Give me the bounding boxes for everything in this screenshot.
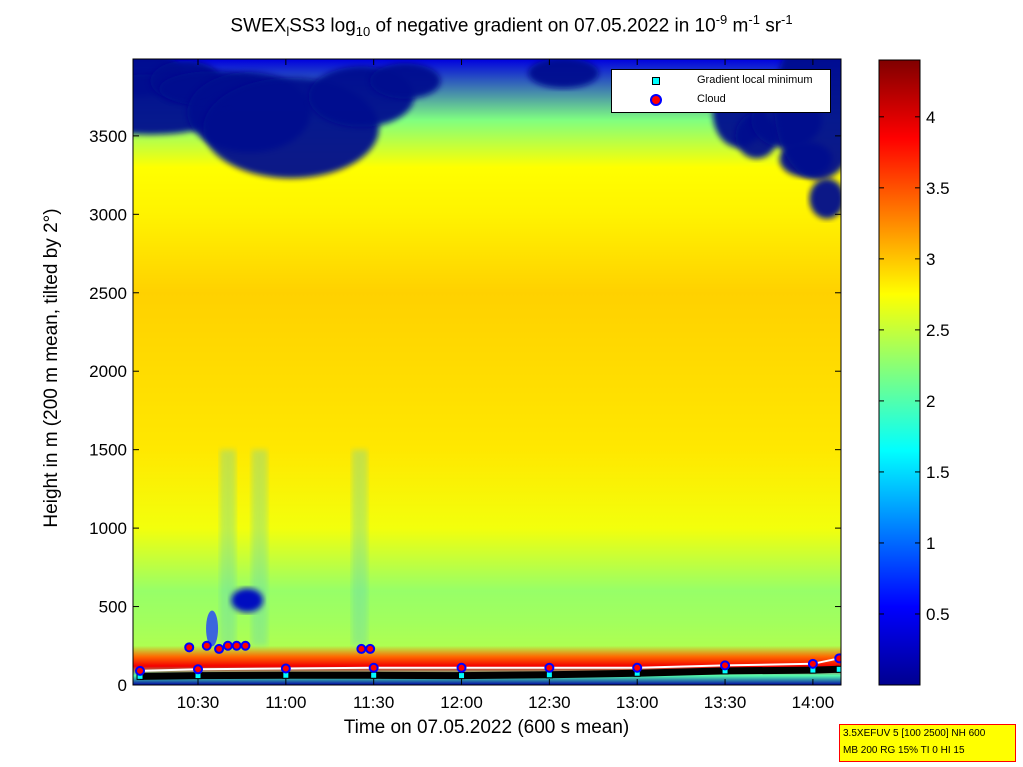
colorbar-tick-label: 3 bbox=[926, 250, 935, 269]
low-value-region bbox=[528, 59, 599, 89]
y-tick-label: 0 bbox=[118, 676, 127, 695]
cloud-point bbox=[632, 662, 643, 673]
y-tick-label: 2000 bbox=[89, 362, 127, 381]
cloud-point bbox=[807, 658, 818, 669]
y-axis-label: Height in m (200 m mean, tilted by 2°) bbox=[41, 208, 62, 528]
info-line: 3.5XEFUV 5 [100 2500] NH 600 bbox=[843, 728, 986, 739]
cyan-streak bbox=[219, 449, 236, 646]
cloud-point bbox=[834, 653, 841, 664]
x-tick-label: 11:30 bbox=[353, 693, 394, 712]
y-tick-label: 1000 bbox=[89, 519, 127, 538]
series-layer bbox=[135, 640, 841, 680]
cloud-point bbox=[368, 662, 379, 673]
x-axis-label: Time on 07.05.2022 (600 s mean) bbox=[343, 717, 630, 738]
y-tick-label: 2500 bbox=[89, 284, 127, 303]
circle-marker-icon bbox=[650, 94, 662, 106]
legend-item-cloud: Cloud bbox=[612, 92, 830, 108]
cloud-point bbox=[231, 640, 242, 651]
legend: Gradient local minimum Cloud bbox=[611, 69, 831, 113]
colorbar-tick-label: 4 bbox=[926, 108, 935, 127]
cyan-streak bbox=[351, 449, 368, 646]
cloud-point bbox=[280, 663, 291, 674]
low-value-region bbox=[206, 610, 219, 647]
gradient-minimum-point bbox=[458, 672, 466, 680]
y-tick-label: 500 bbox=[99, 598, 127, 617]
low-value-region bbox=[370, 63, 441, 99]
cloud-point bbox=[544, 662, 555, 673]
y-tick-label: 3000 bbox=[89, 205, 127, 224]
colorbar bbox=[878, 59, 921, 686]
chart-title: SWEXlSS3 log10 of negative gradient on 0… bbox=[230, 12, 793, 40]
cloud-point bbox=[214, 643, 225, 654]
colorbar-axis: 0.5 1 1.5 2 2.5 3 3.5 4 bbox=[879, 108, 950, 624]
legend-label: Gradient local minimum bbox=[697, 74, 813, 86]
colorbar-tick-label: 1 bbox=[926, 534, 935, 553]
x-tick-label: 10:30 bbox=[177, 693, 220, 712]
x-tick-label: 12:00 bbox=[440, 693, 483, 712]
x-tick-label: 13:30 bbox=[704, 693, 747, 712]
cloud-point bbox=[240, 640, 251, 651]
x-tick-label: 13:00 bbox=[616, 693, 659, 712]
colorbar-tick-label: 0.5 bbox=[926, 605, 950, 624]
legend-item-gradient-minimum: Gradient local minimum bbox=[612, 73, 830, 89]
colorbar-tick-label: 2 bbox=[926, 392, 935, 411]
x-tick-label: 12:30 bbox=[528, 693, 571, 712]
low-value-region bbox=[809, 178, 841, 219]
cloud-point bbox=[184, 642, 195, 653]
y-tick-label: 1500 bbox=[89, 441, 127, 460]
heatmap-overlay bbox=[133, 59, 841, 647]
x-tick-label: 14:00 bbox=[792, 693, 835, 712]
cyan-streak bbox=[251, 449, 268, 646]
info-box: 3.5XEFUV 5 [100 2500] NH 600 MB 200 RG 1… bbox=[839, 724, 1016, 762]
cloud-point bbox=[356, 643, 367, 654]
colorbar-tick-label: 3.5 bbox=[926, 179, 950, 198]
x-tick-label: 11:00 bbox=[265, 693, 306, 712]
square-marker-icon bbox=[652, 77, 660, 85]
cloud-point bbox=[365, 643, 376, 654]
y-tick-label: 3500 bbox=[89, 127, 127, 146]
low-value-region bbox=[231, 588, 264, 613]
info-line: MB 200 RG 15% TI 0 HI 15 bbox=[843, 745, 965, 756]
gradient-minimum-series bbox=[139, 665, 840, 680]
cloud-point bbox=[456, 662, 467, 673]
cloud-point bbox=[201, 640, 212, 651]
colorbar-tick-label: 1.5 bbox=[926, 463, 950, 482]
plot-frame bbox=[132, 58, 842, 686]
cloud-point bbox=[222, 640, 233, 651]
x-axis: 10:30 11:00 11:30 12:00 12:30 13:00 13:30 14:00 bbox=[177, 59, 834, 712]
legend-label: Cloud bbox=[697, 93, 726, 105]
cloud-base-series bbox=[139, 657, 840, 672]
cloud-point bbox=[720, 660, 731, 671]
colorbar-tick-label: 2.5 bbox=[926, 321, 950, 340]
cloud-point bbox=[135, 665, 146, 676]
cloud-point bbox=[193, 664, 204, 675]
gradient-minimum-point bbox=[835, 665, 841, 673]
y-axis: 0 500 1000 1500 2000 2500 3000 3500 bbox=[89, 127, 841, 695]
gradient-minimum-point bbox=[370, 671, 378, 679]
